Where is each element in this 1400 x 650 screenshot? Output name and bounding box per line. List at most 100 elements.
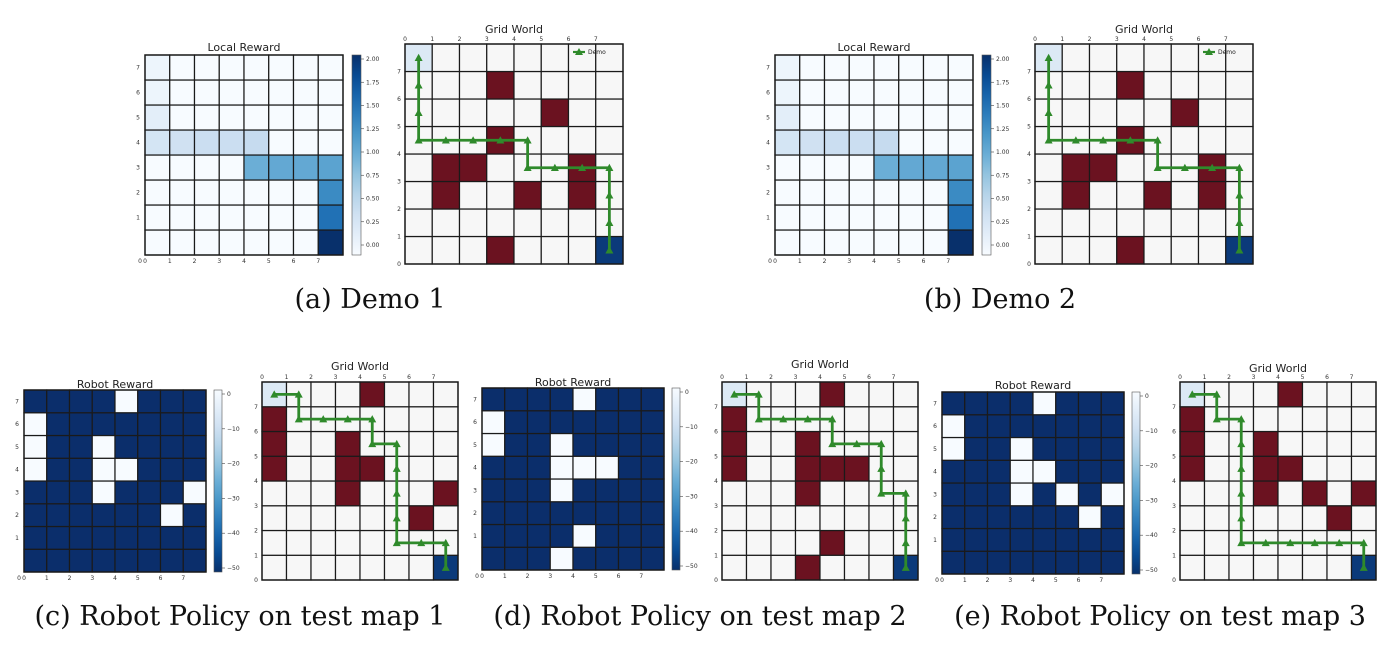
grid-cell — [243, 154, 270, 181]
grid-cell — [408, 455, 435, 482]
grid-cell — [1034, 180, 1063, 210]
grid-cell — [567, 180, 597, 210]
grid-cell — [182, 412, 207, 437]
path-marker — [417, 538, 426, 547]
grid-cell — [848, 104, 875, 131]
x-tick-label: 4 — [358, 374, 362, 381]
grid-cell — [317, 204, 344, 231]
grid-cell — [617, 501, 642, 526]
colorbar-tick-label: −30 — [227, 495, 240, 502]
grid-cell — [1179, 505, 1206, 532]
grid-cell — [745, 529, 772, 556]
grid-cell — [334, 554, 361, 581]
grid-cell — [986, 505, 1011, 530]
grid-cell — [1077, 436, 1102, 461]
x-tick-label: 0 — [480, 573, 484, 580]
grid-cell — [1143, 98, 1172, 128]
x-tick-label: 0 — [403, 36, 407, 43]
y-tick-label: 2 — [1027, 206, 1031, 213]
grid-cell — [526, 478, 551, 503]
y-tick-label: 3 — [714, 503, 718, 510]
chart-title: Robot Reward — [995, 379, 1071, 392]
grid-cell — [1055, 505, 1080, 530]
y-tick-label: 7 — [1027, 69, 1031, 76]
grid-cell — [964, 459, 989, 484]
y-tick-label: 5 — [714, 453, 718, 460]
grid-cell — [46, 434, 71, 459]
path-marker — [414, 136, 423, 144]
grid-cell — [310, 480, 337, 507]
path-marker — [605, 246, 614, 254]
grid-cell — [137, 503, 162, 528]
path-marker — [414, 81, 423, 89]
grid-cell — [1100, 414, 1125, 439]
y-tick-label: 0 — [397, 261, 401, 268]
x-tick-label: 4 — [818, 374, 822, 381]
grid-cell — [640, 523, 665, 548]
y-tick-label: 0 — [1172, 577, 1176, 584]
path-marker — [1235, 246, 1244, 254]
grid-cell — [317, 79, 344, 106]
grid-cell — [383, 381, 410, 408]
grid-cell — [285, 455, 312, 482]
grid-cell — [819, 505, 846, 532]
x-tick-label: 2 — [823, 258, 827, 265]
grid-cell — [243, 54, 270, 81]
grid-cell — [359, 381, 386, 408]
path-marker — [754, 415, 763, 423]
colorbar-tick-label: 0.00 — [366, 242, 380, 249]
grid-cell — [640, 455, 665, 480]
x-tick-label: 7 — [892, 374, 896, 381]
y-tick-label: 6 — [136, 90, 140, 97]
panel-a-reward: Local Reward 0 1 2 3 4 5 6 7 1 2 3 4 5 6 7 0 0.00 0.25 0.50… — [136, 41, 379, 265]
grid-cell — [1143, 70, 1172, 100]
grid-cell — [1350, 381, 1377, 408]
grid-cell — [843, 480, 870, 507]
grid-cell — [567, 125, 597, 155]
grid-cell — [169, 229, 196, 256]
grid-cell — [595, 432, 620, 457]
grid-cell — [1252, 430, 1279, 457]
path-marker — [496, 136, 505, 144]
grid-cell — [941, 391, 966, 416]
grid-cell — [193, 104, 220, 131]
x-tick-label: 5 — [594, 573, 598, 580]
x-tick-label: 2 — [769, 374, 773, 381]
grid-cell — [114, 525, 139, 550]
grid-cell — [843, 381, 870, 408]
y-tick-label: 5 — [397, 124, 401, 131]
grid-cell — [774, 79, 801, 106]
x-tick-label: 6 — [159, 575, 163, 582]
grid-cell — [1179, 455, 1206, 482]
x-tick-label: 1 — [45, 575, 49, 582]
grid-cell — [1170, 70, 1200, 100]
grid-cell — [1116, 180, 1145, 210]
grid-cell — [819, 455, 846, 482]
plot-frame — [23, 389, 207, 573]
path-marker — [1261, 538, 1270, 547]
x-tick-label: 4 — [512, 36, 516, 43]
grid-cell — [1179, 430, 1206, 457]
y-tick-label: 6 — [473, 419, 477, 426]
grid-cell — [486, 235, 515, 265]
chart-title: Robot Reward — [535, 376, 611, 389]
grid-cell — [383, 554, 410, 581]
colorbar-tick-label: 1.75 — [996, 79, 1010, 86]
grid-cell — [526, 501, 551, 526]
y-tick-label: 1 — [1027, 234, 1031, 241]
x-tick-label: 5 — [1054, 577, 1058, 584]
colorbar-tick-label: −10 — [227, 426, 240, 433]
grid-cell — [1277, 480, 1304, 507]
grid-cell — [432, 430, 459, 457]
grid-cell — [261, 406, 288, 433]
grid-cell — [1326, 455, 1353, 482]
grid-cell — [526, 432, 551, 457]
grid-cell — [964, 505, 989, 530]
y-tick-label: 1 — [254, 552, 258, 559]
grid-cell — [1203, 505, 1230, 532]
x-tick-label: 0 — [1033, 36, 1037, 43]
path-marker — [1044, 136, 1053, 144]
grid-cell — [1228, 554, 1255, 581]
grid-cell — [823, 154, 850, 181]
x-tick-label: 7 — [432, 374, 436, 381]
